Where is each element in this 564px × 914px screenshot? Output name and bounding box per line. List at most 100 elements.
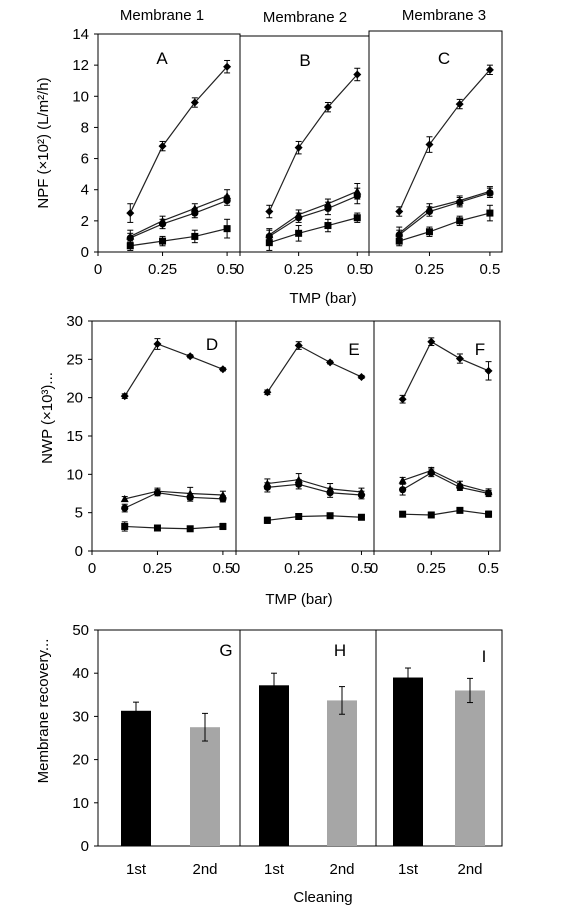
y-tick-label: 25 — [66, 351, 83, 368]
data-point-E-square — [357, 513, 365, 521]
data-point-C-circle — [425, 207, 434, 216]
error-bar-I-1st — [405, 667, 411, 688]
data-point-C-diamond — [395, 207, 404, 216]
npf-x-axis-label: TMP (bar) — [289, 290, 356, 307]
series-line-F-square — [402, 509, 489, 516]
panel-frame-F — [373, 320, 501, 552]
data-point-B-circle — [353, 192, 361, 200]
x-tick-label: 0 — [370, 560, 378, 577]
series-line-D-diamond — [124, 343, 224, 397]
data-point-C-square — [456, 217, 464, 225]
series-line-B-triangle — [268, 190, 358, 236]
series-line-B-square — [269, 217, 358, 244]
x-tick-label: 0 — [365, 261, 373, 278]
npf-y-axis-label: NPF (×10²) (L/m²/h) — [35, 77, 52, 208]
x-tick-label: 0.5 — [347, 261, 368, 278]
bar-I-2nd — [455, 690, 485, 846]
data-point-F-circle — [399, 486, 407, 494]
panel-letter-I: I — [482, 647, 487, 666]
data-point-A-square — [159, 237, 167, 245]
data-point-F-diamond — [427, 337, 436, 346]
series-line-F-diamond — [402, 340, 489, 400]
data-point-E-square — [295, 513, 303, 520]
data-point-F-square — [456, 506, 464, 514]
data-point-E-square — [326, 512, 334, 520]
recovery-marks: G H I — [121, 641, 486, 846]
membrane-1-label: Membrane 1 — [120, 7, 204, 24]
data-point-A-circle — [191, 209, 199, 217]
y-tick-label: 15 — [66, 428, 83, 445]
data-point-C-diamond — [425, 140, 434, 149]
data-point-B-circle — [324, 204, 332, 212]
nwp-marks: D E F — [120, 335, 493, 533]
error-bar-G-2nd — [202, 712, 208, 742]
data-point-C-square — [486, 209, 494, 217]
y-tick-label: 20 — [66, 390, 83, 407]
panel-frame-I — [375, 629, 503, 847]
bar-H-1st — [259, 685, 289, 846]
data-point-E-diamond — [357, 372, 366, 381]
data-point-F-square — [427, 511, 435, 519]
x-tick-label: 0.5 — [479, 261, 500, 278]
series-line-A-square — [130, 228, 228, 247]
y-tick-label: 4 — [81, 182, 89, 199]
x-tick-label: 2nd — [329, 861, 354, 878]
data-point-F-square — [485, 510, 493, 518]
panel-frame-D — [91, 320, 237, 552]
series-line-E-triangle — [267, 479, 362, 493]
data-point-B-diamond — [323, 103, 332, 112]
x-tick-label: 0.5 — [217, 261, 238, 278]
data-point-B-diamond — [353, 70, 362, 79]
y-tick-label: 2 — [81, 213, 89, 230]
data-point-B-diamond — [294, 143, 303, 152]
recovery-axes: 0 10 20 30 40 50 1st 2nd 1st 2nd 1st 2nd — [72, 622, 482, 878]
y-tick-label: 10 — [72, 795, 89, 812]
data-point-A-square — [223, 225, 231, 233]
series-line-B-diamond — [268, 74, 358, 212]
recovery-y-axis-label: Membrane recovery... — [35, 639, 52, 784]
y-tick-label: 20 — [72, 752, 89, 769]
x-tick-label: 0 — [236, 261, 244, 278]
recovery-x-axis-label: Cleaning — [293, 889, 352, 906]
data-point-E-diamond — [263, 388, 272, 397]
data-point-D-diamond — [153, 340, 162, 348]
data-point-A-square — [191, 232, 199, 240]
data-point-E-circle — [357, 491, 366, 499]
data-point-A-diamond — [223, 62, 232, 71]
series-line-E-circle — [267, 483, 362, 496]
npf-panel-frames — [97, 30, 503, 253]
panel-letter-E: E — [348, 340, 359, 359]
data-point-F-square — [399, 510, 407, 518]
x-tick-label: 0.25 — [417, 560, 446, 577]
data-point-B-diamond — [265, 207, 274, 216]
bar-I-1st — [393, 677, 423, 846]
y-tick-label: 50 — [72, 622, 89, 639]
data-point-A-diamond — [190, 98, 199, 107]
data-point-F-circle — [484, 489, 493, 498]
data-point-A-circle — [223, 197, 231, 205]
data-point-B-square — [353, 214, 361, 222]
series-line-C-diamond — [398, 69, 491, 212]
data-point-D-square — [186, 525, 194, 533]
recovery-chart: 0 10 20 30 40 50 1st 2nd 1st 2nd 1st 2nd G H I Membra… — [35, 622, 503, 906]
y-tick-label: 12 — [72, 57, 89, 74]
data-point-D-diamond — [218, 365, 227, 374]
data-point-E-circle — [263, 483, 271, 491]
x-tick-label: 0.25 — [284, 560, 313, 577]
data-point-D-circle — [219, 495, 227, 503]
data-point-A-circle — [158, 220, 167, 228]
panel-letter-D: D — [206, 335, 218, 354]
x-tick-label: 1st — [398, 861, 419, 878]
data-point-D-circle — [186, 493, 194, 501]
data-point-F-diamond — [484, 366, 493, 375]
y-tick-label: 8 — [81, 119, 89, 136]
data-point-F-circle — [427, 469, 435, 477]
data-point-A-diamond — [158, 142, 167, 151]
error-bar-I-2nd — [467, 677, 473, 704]
x-tick-label: 2nd — [192, 861, 217, 878]
panel-letter-A: A — [156, 49, 168, 68]
data-point-B-circle — [295, 214, 303, 222]
